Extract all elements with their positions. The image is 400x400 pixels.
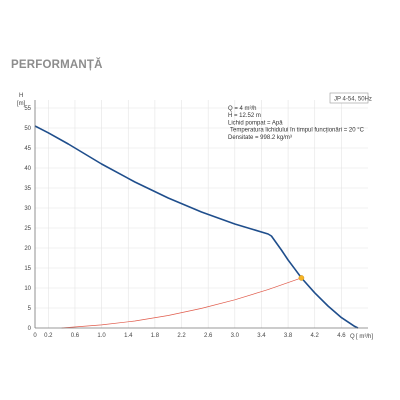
y-tick-label: 10 — [24, 286, 31, 292]
y-tick-label: 50 — [24, 126, 31, 132]
y-tick-label: 25 — [24, 226, 31, 232]
y-tick-label: 5 — [28, 306, 32, 312]
y-tick-labels: 0 5 10 15 20 25 30 35 40 45 50 55 — [24, 106, 31, 332]
x-tick-labels: 0 0.2 0.6 1.0 1.4 1.8 2.2 2.6 3.0 3.4 3.8 4.2 4.6 — [33, 333, 346, 339]
chart-grid — [35, 100, 368, 328]
x-tick-label: 0.2 — [44, 333, 53, 339]
y-axis-unit: [m] — [17, 101, 26, 107]
x-tick-label: 4.2 — [311, 333, 320, 339]
x-tick-label: 2.2 — [177, 333, 186, 339]
x-tick-label: 2.6 — [204, 333, 213, 339]
y-axis-label: H — [19, 93, 23, 99]
y-tick-label: 15 — [24, 266, 31, 272]
info-line: Temperatura lichidului în timpul funcțio… — [230, 128, 365, 134]
page-heading: PERFORMANȚĂ — [11, 59, 103, 71]
info-line: H = 12.52 m — [228, 113, 261, 119]
x-tick-label: 1.4 — [124, 333, 133, 339]
info-line: Q = 4 m³/h — [228, 106, 257, 112]
y-tick-label: 30 — [24, 206, 31, 212]
x-tick-label: 3.8 — [284, 333, 293, 339]
duty-point-marker — [298, 275, 305, 281]
x-tick-label: 4.6 — [337, 333, 346, 339]
y-tick-label: 40 — [24, 166, 31, 172]
x-axis-unit: [ m³/h] — [356, 334, 373, 340]
info-line: Lichid pompat = Apă — [228, 120, 283, 126]
x-tick-label: 0 — [33, 333, 37, 339]
legend-box — [329, 92, 369, 104]
y-tick-label: 45 — [24, 146, 31, 152]
x-axis-label: Q — [350, 334, 355, 340]
y-tick-label: 35 — [24, 186, 31, 192]
system-curve-line — [61, 277, 302, 329]
x-tick-label: 1.0 — [97, 333, 106, 339]
y-tick-label: 0 — [28, 326, 32, 332]
x-tick-label: 3.4 — [257, 333, 266, 339]
x-tick-label: 3.0 — [231, 333, 240, 339]
legend-label: JP 4-54, 50Hz — [334, 97, 372, 103]
y-tick-label: 55 — [24, 106, 31, 112]
x-tick-label: 1.8 — [151, 333, 160, 339]
y-tick-label: 20 — [24, 246, 31, 252]
x-tick-label: 0.6 — [71, 333, 80, 339]
chart-curves — [34, 125, 359, 329]
pump-curve-line — [34, 125, 359, 329]
info-line: Densitate = 998.2 kg/m³ — [228, 135, 292, 141]
chart-axes — [34, 100, 368, 329]
